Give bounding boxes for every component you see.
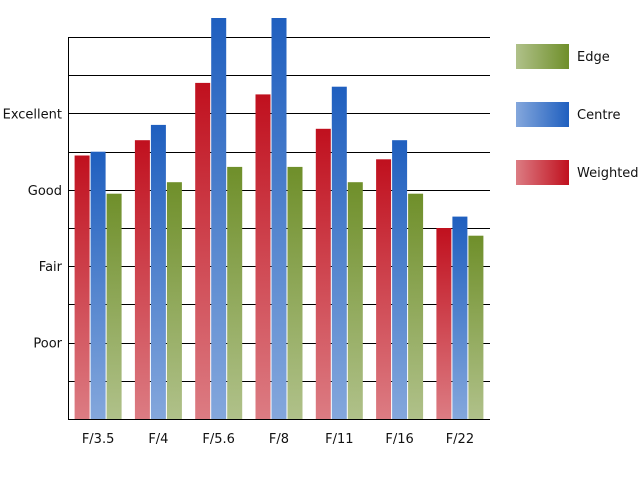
x-tick-label: F/16 [385, 432, 413, 447]
bar-weighted-f35 [74, 155, 90, 419]
bar-centre-f16 [392, 140, 408, 419]
y-tick-label: Poor [33, 337, 62, 352]
bar-centre-f22 [452, 216, 468, 419]
bar-centre-f11 [331, 86, 347, 419]
x-tick-label: F/3.5 [82, 432, 115, 447]
legend-label: Edge [577, 50, 610, 65]
bar-centre-f35 [90, 151, 106, 419]
bar-weighted-f16 [376, 159, 392, 420]
x-tick-label: F/4 [148, 432, 168, 447]
legend-label: Weighted [577, 166, 639, 181]
x-tick-labels: F/3.5 F/4 F/5.6 F/8 F/11 F/16 F/22 [82, 432, 474, 447]
bar-centre-f4 [150, 124, 166, 420]
bar-weighted-f56 [195, 82, 211, 420]
x-tick-label: F/8 [269, 432, 289, 447]
x-tick-label: F/22 [446, 432, 474, 447]
bar-weighted-f4 [134, 140, 150, 419]
bar-edge-f22 [468, 235, 484, 419]
bar-edge-f8 [287, 166, 303, 419]
legend-item-weighted: Weighted [516, 160, 639, 185]
bar-weighted-f11 [315, 128, 331, 420]
bar-centre-f56 [211, 18, 227, 419]
y-tick-label: Fair [39, 260, 63, 275]
bar-weighted-f22 [436, 228, 452, 419]
y-tick-label: Good [28, 184, 62, 199]
bar-weighted-f8 [255, 94, 271, 420]
axes [68, 38, 490, 420]
bar-edge-f56 [227, 166, 243, 419]
y-tick-labels: Poor Fair Good Excellent [3, 107, 63, 351]
y-tick-label: Excellent [3, 107, 62, 122]
bar-edge-f4 [166, 182, 182, 419]
legend: Edge Centre Weighted [516, 44, 639, 185]
legend-item-edge: Edge [516, 44, 610, 69]
bars [74, 18, 484, 420]
x-tick-label: F/5.6 [202, 432, 235, 447]
legend-label: Centre [577, 108, 620, 123]
bar-edge-f35 [106, 193, 122, 419]
bar-edge-f16 [408, 193, 424, 419]
legend-swatch [516, 44, 569, 69]
bar-centre-f8 [271, 18, 287, 419]
legend-swatch [516, 102, 569, 127]
bar-edge-f11 [347, 182, 363, 419]
x-tick-label: F/11 [325, 432, 353, 447]
legend-item-centre: Centre [516, 102, 620, 127]
legend-swatch [516, 160, 569, 185]
